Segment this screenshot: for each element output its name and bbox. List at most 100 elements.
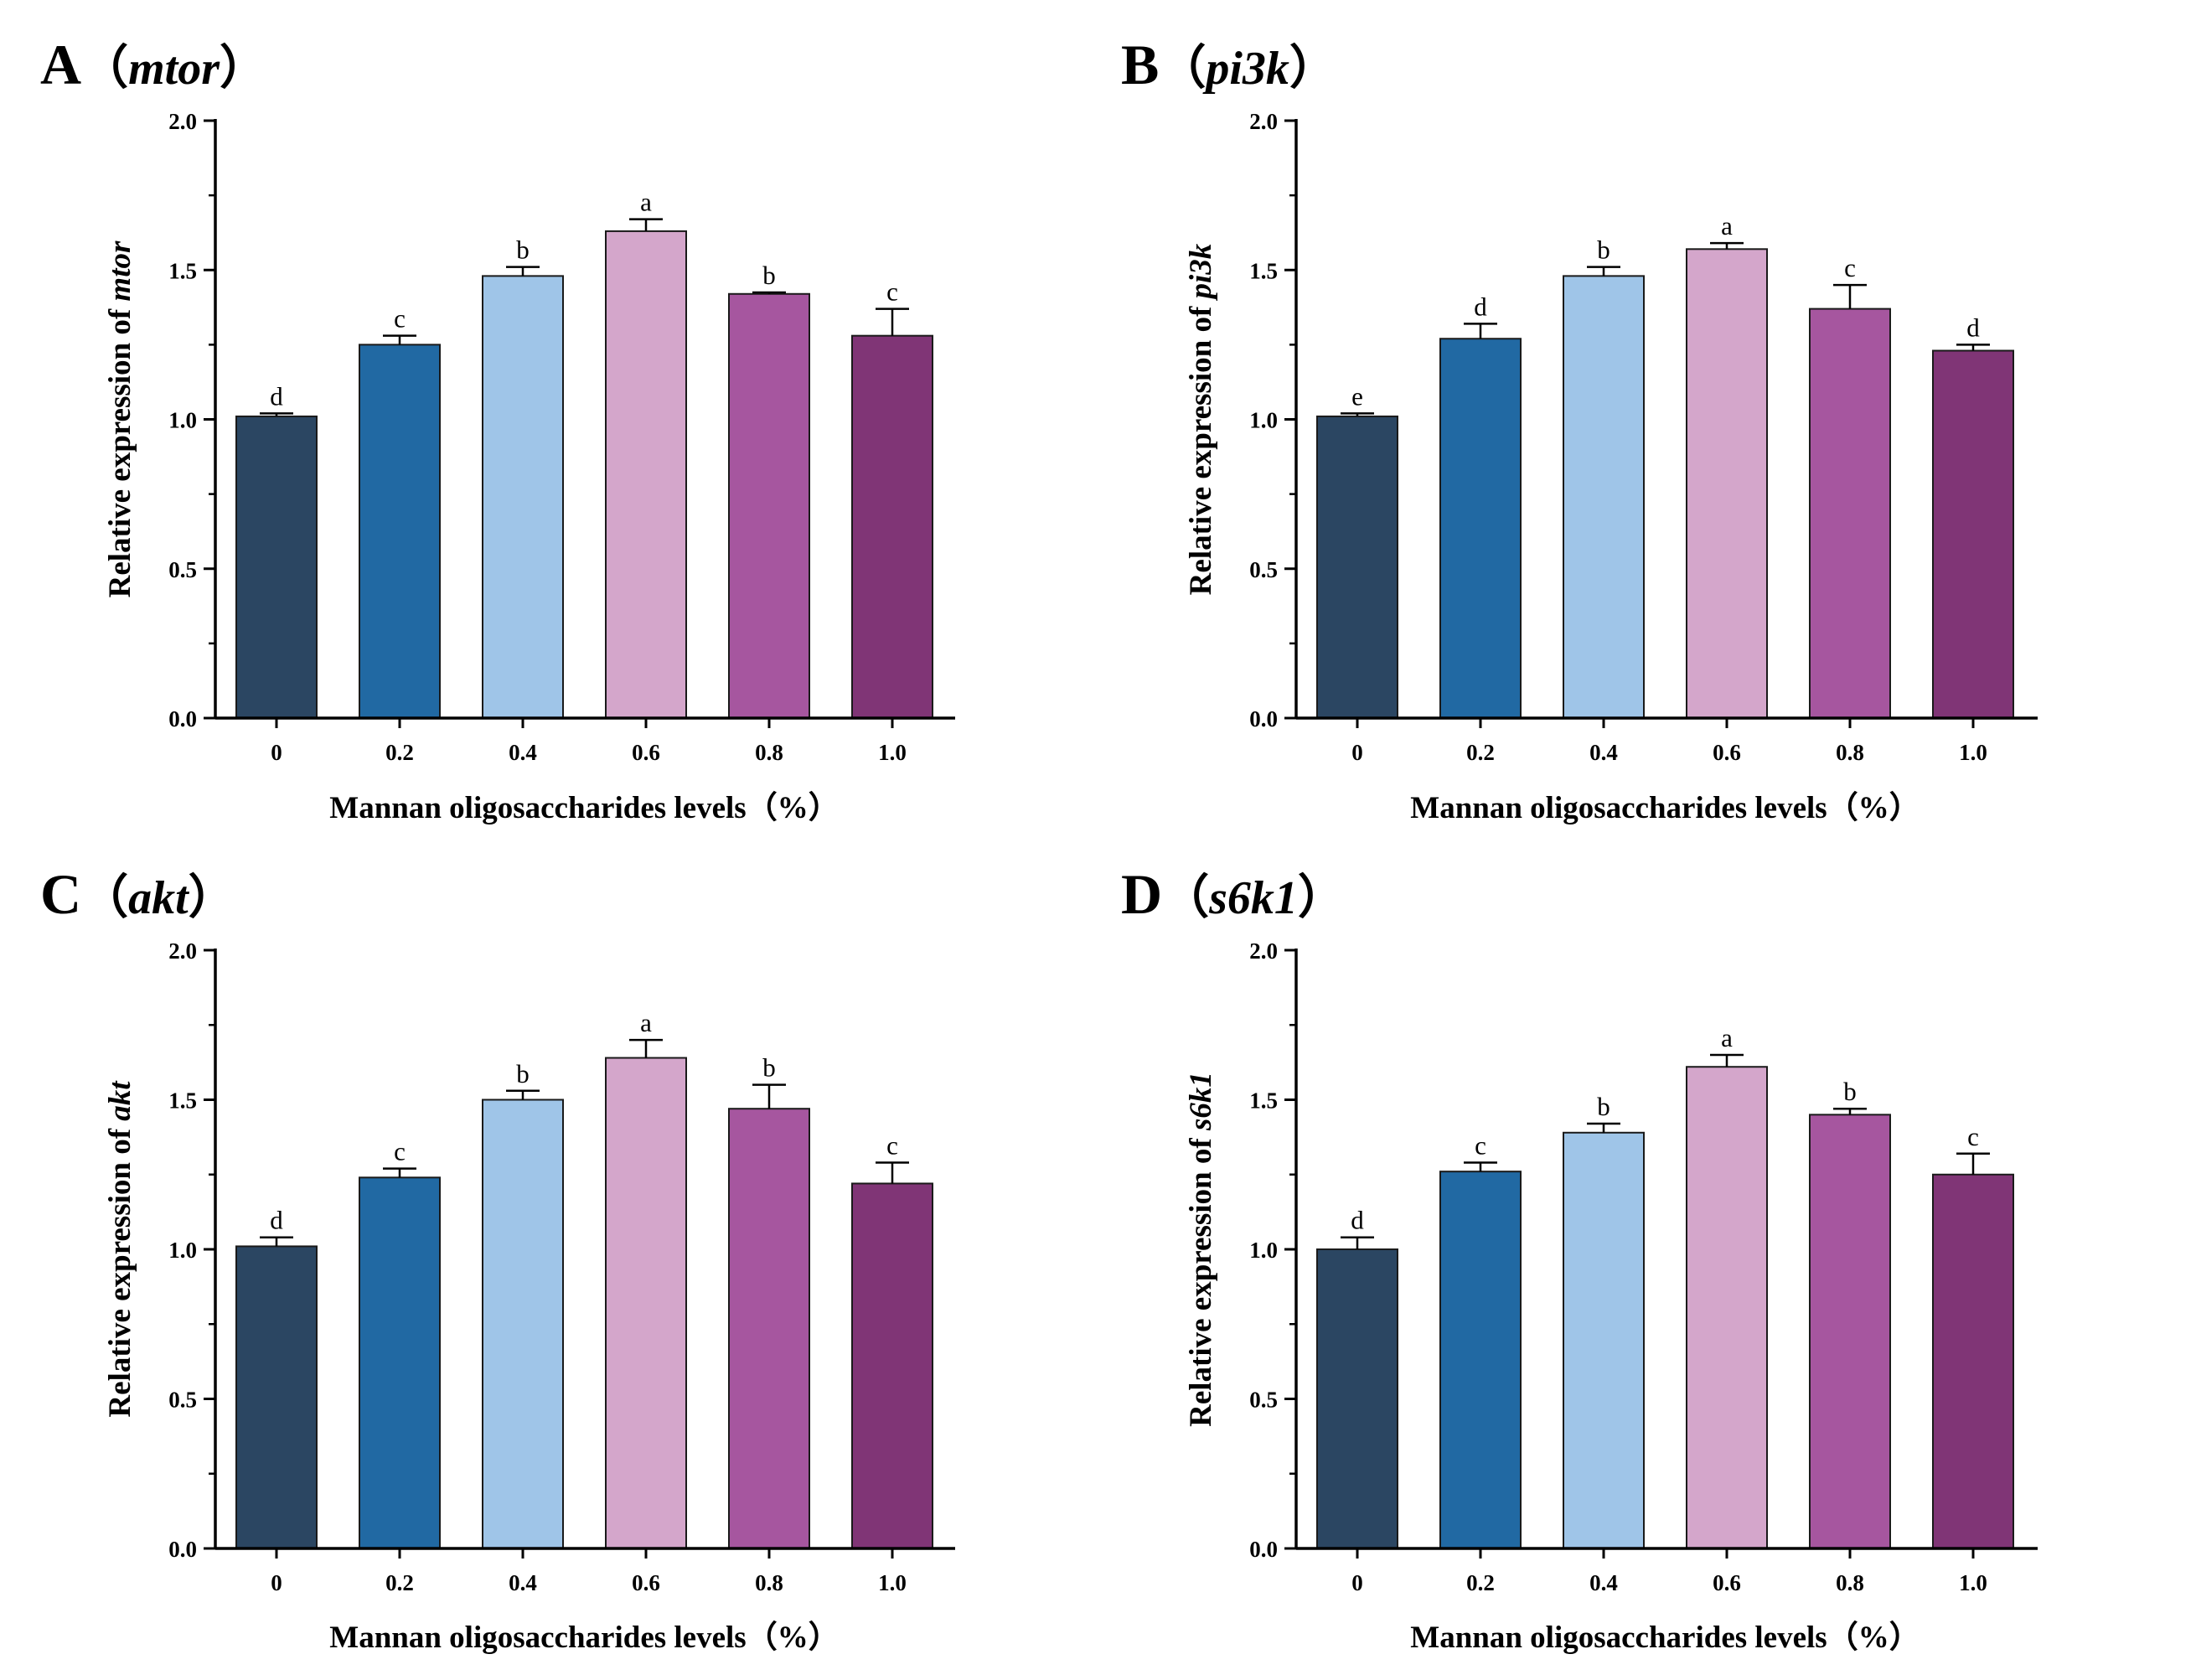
x-axis-title-text: Mannan oligosaccharides levels (329, 791, 746, 825)
x-tick-label: 0.6 (632, 1570, 660, 1595)
x-axis-title-unit: （%） (1827, 1620, 1920, 1655)
y-tick-label: 2.0 (168, 938, 197, 964)
x-tick-label: 0.4 (509, 1570, 537, 1595)
bar-0.2 (359, 1176, 441, 1549)
bar-0 (235, 1245, 318, 1550)
bar-0 (1316, 415, 1398, 719)
x-tick-label: 0.4 (1589, 1570, 1618, 1595)
y-axis-title: Relative expression of pi3k (1184, 243, 1218, 595)
bar-1.0 (851, 334, 933, 719)
bar-0.8 (728, 292, 810, 719)
y-axis-title: Relative expression of mtor (103, 240, 137, 597)
y-tick-label: 0.0 (168, 1537, 197, 1562)
panel-gene: s6k1 (1208, 872, 1298, 924)
x-axis-title-text: Mannan oligosaccharides levels (1410, 791, 1827, 825)
chart-panel-a: A（mtor）d0c0.2b0.4a0.6b0.8c1.00.00.51.01.… (40, 33, 955, 825)
panel-title: B（pi3k） (1121, 33, 1336, 96)
y-axis-title: Relative expression of s6k1 (1184, 1072, 1218, 1427)
panel-paren-close: ） (1298, 871, 1345, 924)
bar-0 (235, 415, 318, 719)
x-tick-label: 1.0 (878, 740, 907, 765)
x-tick-label: 0.2 (385, 1570, 414, 1595)
bar-0.4 (1563, 1131, 1645, 1550)
chart-panel-c: C（akt）d0c0.2b0.4a0.6b0.8c1.00.00.51.01.5… (40, 862, 955, 1655)
x-axis-title-unit: （%） (747, 1620, 840, 1655)
y-tick-label: 1.5 (168, 258, 197, 283)
significance-label: d (1351, 1206, 1364, 1235)
bar-0.6 (605, 230, 687, 719)
chart-panel-b: B（pi3k）e0d0.2b0.4a0.6c0.8d1.00.00.51.01.… (1121, 33, 2038, 825)
y-tick-label: 1.5 (1249, 1088, 1278, 1114)
y-tick-label: 0.5 (1249, 1388, 1278, 1413)
x-tick-label: 0.4 (1589, 740, 1618, 765)
panel-title: C（akt） (40, 862, 235, 926)
significance-label: d (270, 1206, 283, 1235)
panel-letter: C (40, 862, 81, 926)
x-tick-label: 0 (1351, 740, 1363, 765)
x-axis-title: Mannan oligosaccharides levels（%） (329, 790, 839, 825)
panel-paren-close: ） (189, 871, 235, 924)
panel-paren-open: （ (81, 871, 128, 924)
y-tick-label: 1.5 (168, 1088, 197, 1114)
x-tick-label: 0.6 (632, 740, 660, 765)
y-axis-title-gene: s6k1 (1184, 1072, 1218, 1131)
panel-title: A（mtor） (40, 33, 266, 96)
y-tick-label: 1.0 (1249, 1238, 1278, 1263)
y-axis-title-prefix: Relative expression of (103, 1121, 137, 1418)
bar-0.2 (1439, 338, 1522, 719)
x-tick-label: 0.2 (385, 740, 414, 765)
x-tick-label: 0.6 (1713, 740, 1741, 765)
x-axis-title: Mannan oligosaccharides levels（%） (1410, 790, 1920, 825)
significance-label: c (394, 1137, 406, 1166)
y-axis-title-prefix: Relative expression of (1184, 1130, 1218, 1427)
y-tick-label: 2.0 (168, 109, 197, 134)
x-tick-label: 1.0 (1959, 740, 1987, 765)
panel-paren-open: （ (81, 42, 128, 95)
significance-label: c (1475, 1130, 1486, 1160)
x-axis-title: Mannan oligosaccharides levels（%） (329, 1620, 839, 1655)
x-tick-label: 0 (1351, 1570, 1363, 1595)
chart-panel-d: D（s6k1）d0c0.2b0.4a0.6b0.8c1.00.00.51.01.… (1121, 862, 2038, 1655)
significance-label: b (762, 261, 776, 290)
x-tick-label: 0.2 (1466, 740, 1495, 765)
y-tick-label: 0.5 (168, 1388, 197, 1413)
significance-label: b (1843, 1077, 1857, 1106)
panel-paren-open: （ (1162, 871, 1209, 924)
panel-paren-close: ） (220, 42, 266, 95)
significance-label: b (1597, 1092, 1610, 1121)
y-tick-label: 0.0 (1249, 1537, 1278, 1562)
significance-label: c (886, 1130, 898, 1160)
significance-label: c (394, 304, 406, 333)
significance-label: b (1597, 235, 1610, 265)
y-axis-title-gene: akt (103, 1080, 137, 1121)
y-tick-label: 2.0 (1249, 109, 1278, 134)
y-tick-label: 0.0 (1249, 706, 1278, 731)
x-axis-title: Mannan oligosaccharides levels（%） (1410, 1620, 1920, 1655)
significance-label: c (1844, 253, 1856, 282)
significance-label: a (640, 188, 652, 217)
bar-0.4 (482, 275, 564, 719)
bar-0.6 (1686, 1066, 1768, 1549)
y-tick-label: 0.5 (168, 557, 197, 582)
bar-0.6 (1686, 248, 1768, 720)
y-axis-title-prefix: Relative expression of (1184, 298, 1218, 595)
significance-label: a (1721, 1023, 1733, 1052)
y-tick-label: 1.0 (168, 1238, 197, 1263)
y-axis-title-gene: pi3k (1184, 243, 1218, 301)
panel-letter: A (40, 33, 81, 96)
x-tick-label: 0 (271, 740, 282, 765)
x-tick-label: 0.8 (755, 740, 783, 765)
panel-gene: akt (128, 872, 189, 924)
panel-title: D（s6k1） (1121, 862, 1345, 926)
bar-0.8 (1809, 308, 1891, 719)
x-tick-label: 1.0 (1959, 1570, 1987, 1595)
x-tick-label: 0.4 (509, 740, 537, 765)
y-tick-label: 1.0 (1249, 408, 1278, 433)
x-axis-title-text: Mannan oligosaccharides levels (329, 1621, 746, 1655)
x-tick-label: 0.8 (1836, 1570, 1864, 1595)
significance-label: b (762, 1053, 776, 1083)
significance-label: c (1967, 1122, 1979, 1151)
panel-paren-open: （ (1159, 42, 1206, 95)
significance-label: a (1721, 211, 1733, 240)
significance-label: d (1966, 313, 1980, 342)
